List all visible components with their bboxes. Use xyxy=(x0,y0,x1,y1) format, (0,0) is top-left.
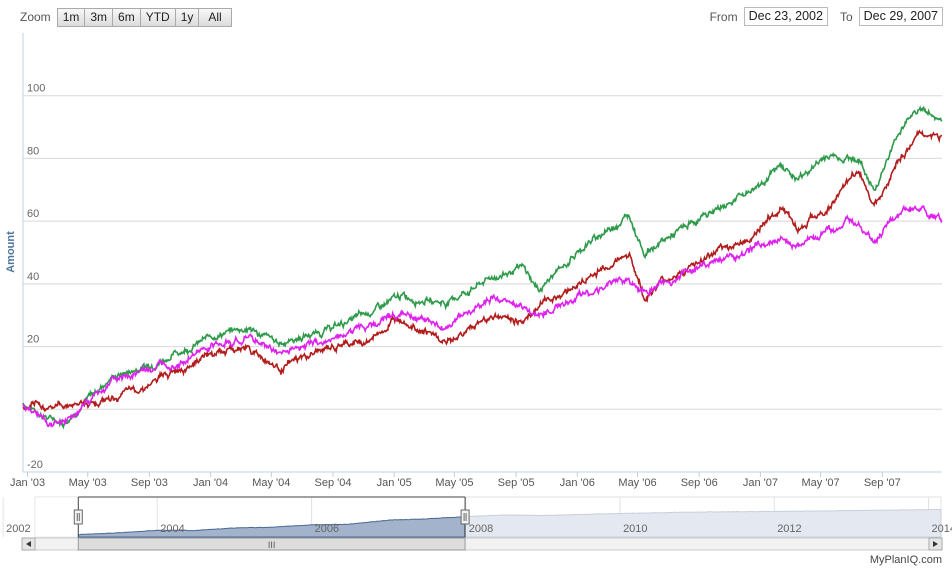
navigator: 2002 2004 2006 2008 2010 2012 2014 xyxy=(2,496,952,538)
x-tick-label: May '04 xyxy=(252,477,290,489)
scroll-left-arrow-icon xyxy=(26,541,31,547)
x-tick-label: Sep '04 xyxy=(315,477,352,489)
series-line-1 xyxy=(22,105,943,430)
y-tick-label: 60 xyxy=(27,208,39,220)
date-range-selector: From Dec 23, 2002 To Dec 29, 2007 xyxy=(710,7,943,26)
scrollbar-grip: III xyxy=(268,540,276,550)
navigator-year-label: 2004 xyxy=(160,523,184,535)
navigator-year-label: 2014 xyxy=(932,523,952,535)
x-tick-label: Sep '07 xyxy=(864,477,901,489)
x-tick-label: Sep '03 xyxy=(131,477,168,489)
x-tick-label: May '07 xyxy=(802,477,840,489)
navigator-handle-body[interactable] xyxy=(460,509,470,525)
x-tick-label: Sep '06 xyxy=(681,477,718,489)
scroll-right-arrow-icon xyxy=(933,541,938,547)
x-tick-label: Jan '04 xyxy=(193,477,228,489)
y-tick-label: 40 xyxy=(27,271,39,283)
scrollbar-thumb[interactable] xyxy=(77,537,466,551)
scrollbar[interactable]: III xyxy=(21,537,943,551)
credits-link[interactable]: MyPlanIQ.com xyxy=(870,554,942,566)
y-tick-label: 20 xyxy=(27,334,39,346)
zoom-1y-button[interactable]: 1y xyxy=(174,7,200,27)
from-date-input[interactable]: Dec 23, 2002 xyxy=(743,7,828,26)
zoom-6m-button[interactable]: 6m xyxy=(112,7,141,27)
navigator-year-label: 2002 xyxy=(6,523,30,535)
zoom-ytd-button[interactable]: YTD xyxy=(139,7,176,27)
zoom-label: Zoom xyxy=(20,10,51,24)
to-date-input[interactable]: Dec 29, 2007 xyxy=(858,7,943,26)
from-label: From xyxy=(709,9,738,24)
x-tick-label: Jan '06 xyxy=(560,477,595,489)
y-axis-ticks: 100 80 60 40 20 -20 xyxy=(27,83,45,471)
x-tick-label: Jan '05 xyxy=(377,477,412,489)
navigator-year-label: 2006 xyxy=(315,523,339,535)
y-tick-label: 80 xyxy=(27,145,39,157)
x-axis-ticks: Jan '03 May '03 Sep '03 Jan '04 May '04 Sep '… xyxy=(10,472,901,489)
x-tick-label: Jan '03 xyxy=(10,477,45,489)
x-tick-label: Jan '07 xyxy=(743,477,778,489)
navigator-left-handle[interactable] xyxy=(73,509,83,525)
navigator-right-handle[interactable] xyxy=(460,509,470,525)
x-tick-label: May '03 xyxy=(69,477,107,489)
navigator-year-label: 2012 xyxy=(777,523,801,535)
x-tick-label: Sep '05 xyxy=(498,477,535,489)
navigator-mask-left xyxy=(35,497,79,537)
zoom-1m-button[interactable]: 1m xyxy=(56,7,86,27)
navigator-handle-body[interactable] xyxy=(73,509,83,525)
zoom-all-button[interactable]: All xyxy=(198,7,232,27)
series-line-3 xyxy=(22,204,943,429)
navigator-selected-area xyxy=(77,515,466,538)
y-tick-label: 100 xyxy=(27,83,45,95)
series-line-2 xyxy=(22,129,943,413)
zoom-bar: Zoom 1m 3m 6m YTD 1y All xyxy=(20,7,232,27)
navigator-year-label: 2008 xyxy=(469,523,493,535)
navigator-year-labels: 2002 2004 2006 2008 2010 2012 2014 xyxy=(6,523,952,535)
to-label: To xyxy=(839,9,853,24)
x-tick-label: May '06 xyxy=(618,477,656,489)
x-tick-label: May '05 xyxy=(435,477,473,489)
y-tick-label: -20 xyxy=(27,459,43,471)
y-axis-title: Amount xyxy=(5,231,17,273)
series-lines xyxy=(22,105,943,430)
navigator-year-label: 2010 xyxy=(623,523,647,535)
